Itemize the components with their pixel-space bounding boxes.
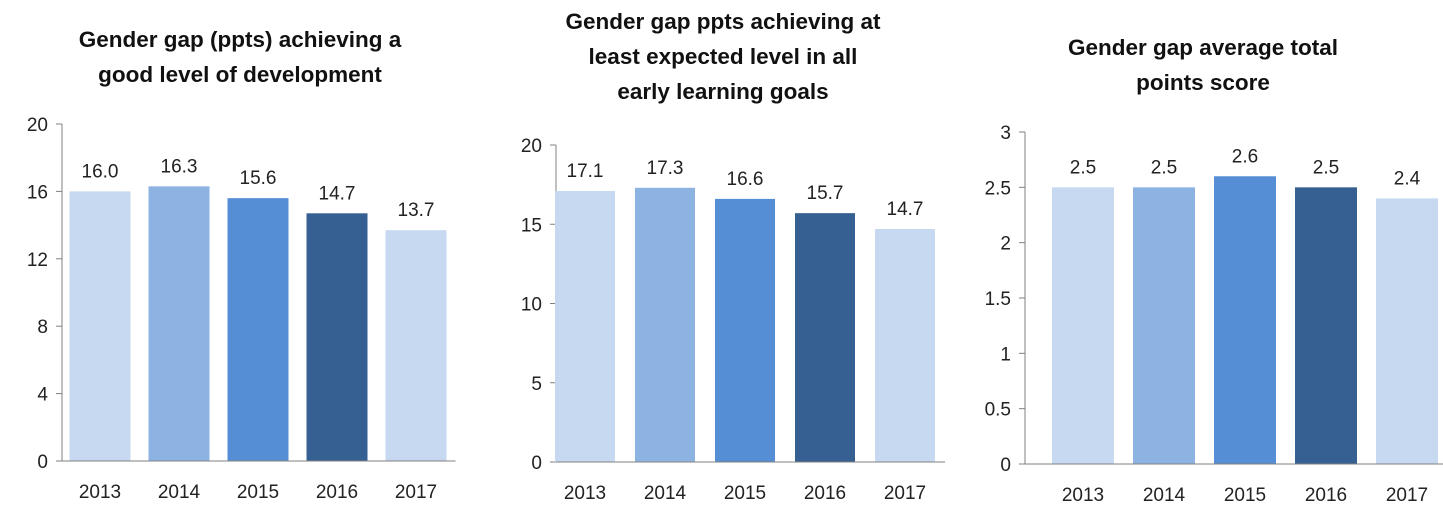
x-tick-label: 2015: [1224, 485, 1266, 506]
x-tick-label: 2015: [724, 483, 766, 504]
y-tick-label: 15: [521, 215, 542, 236]
y-tick-label: 10: [521, 295, 542, 316]
x-tick-label: 2013: [79, 482, 121, 503]
y-tick-label: 20: [27, 115, 48, 136]
data-label: 2.4: [1394, 168, 1421, 189]
data-label: 16.6: [727, 169, 764, 190]
data-label: 14.7: [887, 199, 924, 220]
bar-2014: [1133, 187, 1195, 465]
y-tick-label: 5: [531, 374, 542, 395]
chart-panel-1: Gender gap (ppts) achieving a good level…: [0, 0, 480, 508]
bar-2016: [306, 213, 368, 461]
data-label: 13.7: [398, 200, 435, 221]
data-label: 16.3: [161, 156, 198, 177]
x-tick-label: 2016: [316, 482, 358, 503]
data-label: 2.5: [1313, 157, 1339, 178]
data-label: 17.3: [647, 158, 684, 179]
y-tick-label: 0: [1000, 455, 1011, 476]
y-tick-label: 2.5: [985, 178, 1011, 199]
x-tick-label: 2016: [804, 483, 846, 504]
x-tick-label: 2014: [644, 483, 687, 504]
x-tick-label: 2017: [884, 483, 926, 504]
y-tick-label: 0: [37, 452, 48, 473]
bar-2014: [635, 187, 695, 463]
data-label: 17.1: [567, 161, 604, 182]
y-tick-label: 0: [531, 453, 542, 474]
bar-2013: [1052, 187, 1114, 465]
bar-2013: [555, 190, 615, 462]
data-label: 15.7: [807, 183, 844, 204]
bar-chart-1: 0 4 8 12 16 20 16.0 2013 16.3 2014 15.6 2015 14.7 201…: [27, 115, 456, 503]
data-label: 16.0: [82, 161, 119, 182]
bar-2015: [227, 198, 289, 461]
y-tick-label: 2: [1000, 234, 1011, 255]
bar-2017: [385, 230, 447, 461]
x-tick-label: 2014: [1143, 485, 1186, 506]
y-tick-label: 20: [521, 136, 542, 157]
bar-2016: [795, 213, 855, 462]
bar-2013: [69, 191, 131, 461]
data-label: 2.5: [1070, 157, 1096, 178]
y-tick-label: 1.5: [985, 289, 1011, 310]
chart-title: Gender gap average total points score: [1067, 35, 1339, 95]
bar-2017: [875, 229, 935, 462]
x-tick-label: 2014: [158, 482, 201, 503]
y-tick-label: 8: [37, 317, 48, 338]
bar-2016: [1295, 187, 1357, 465]
data-label: 14.7: [319, 183, 356, 204]
x-tick-label: 2016: [1305, 485, 1347, 506]
bar-2017: [1376, 198, 1438, 464]
x-tick-label: 2013: [1062, 485, 1104, 506]
x-tick-label: 2017: [395, 482, 437, 503]
bar-chart-3: 0 0.5 1 1.5 2 2.5 3 2.5 2013 2.5 2014 2.6 2015 2.5 201…: [985, 123, 1443, 506]
bar-2015: [1214, 176, 1276, 464]
y-tick-label: 16: [27, 182, 48, 203]
chart-title: Gender gap ppts achieving at least expec…: [565, 9, 881, 104]
data-label: 2.6: [1232, 146, 1258, 167]
y-tick-label: 4: [37, 385, 48, 406]
y-tick-label: 0.5: [985, 400, 1011, 421]
y-tick-label: 3: [1000, 123, 1011, 144]
y-tick-label: 12: [27, 250, 48, 271]
chart-panel-2: Gender gap ppts achieving at least expec…: [478, 0, 968, 508]
chart-title: Gender gap (ppts) achieving a good level…: [78, 27, 402, 87]
x-tick-label: 2017: [1386, 485, 1428, 506]
data-label: 15.6: [240, 168, 277, 189]
y-tick-label: 1: [1000, 344, 1011, 365]
bar-2015: [715, 198, 775, 462]
bar-chart-2: 0 5 10 15 20 17.1 2013 17.3 2014 16.6 2015 15.7 2016…: [521, 136, 945, 504]
data-label: 2.5: [1151, 157, 1177, 178]
x-tick-label: 2013: [564, 483, 606, 504]
x-tick-label: 2015: [237, 482, 279, 503]
bar-2014: [148, 186, 210, 461]
